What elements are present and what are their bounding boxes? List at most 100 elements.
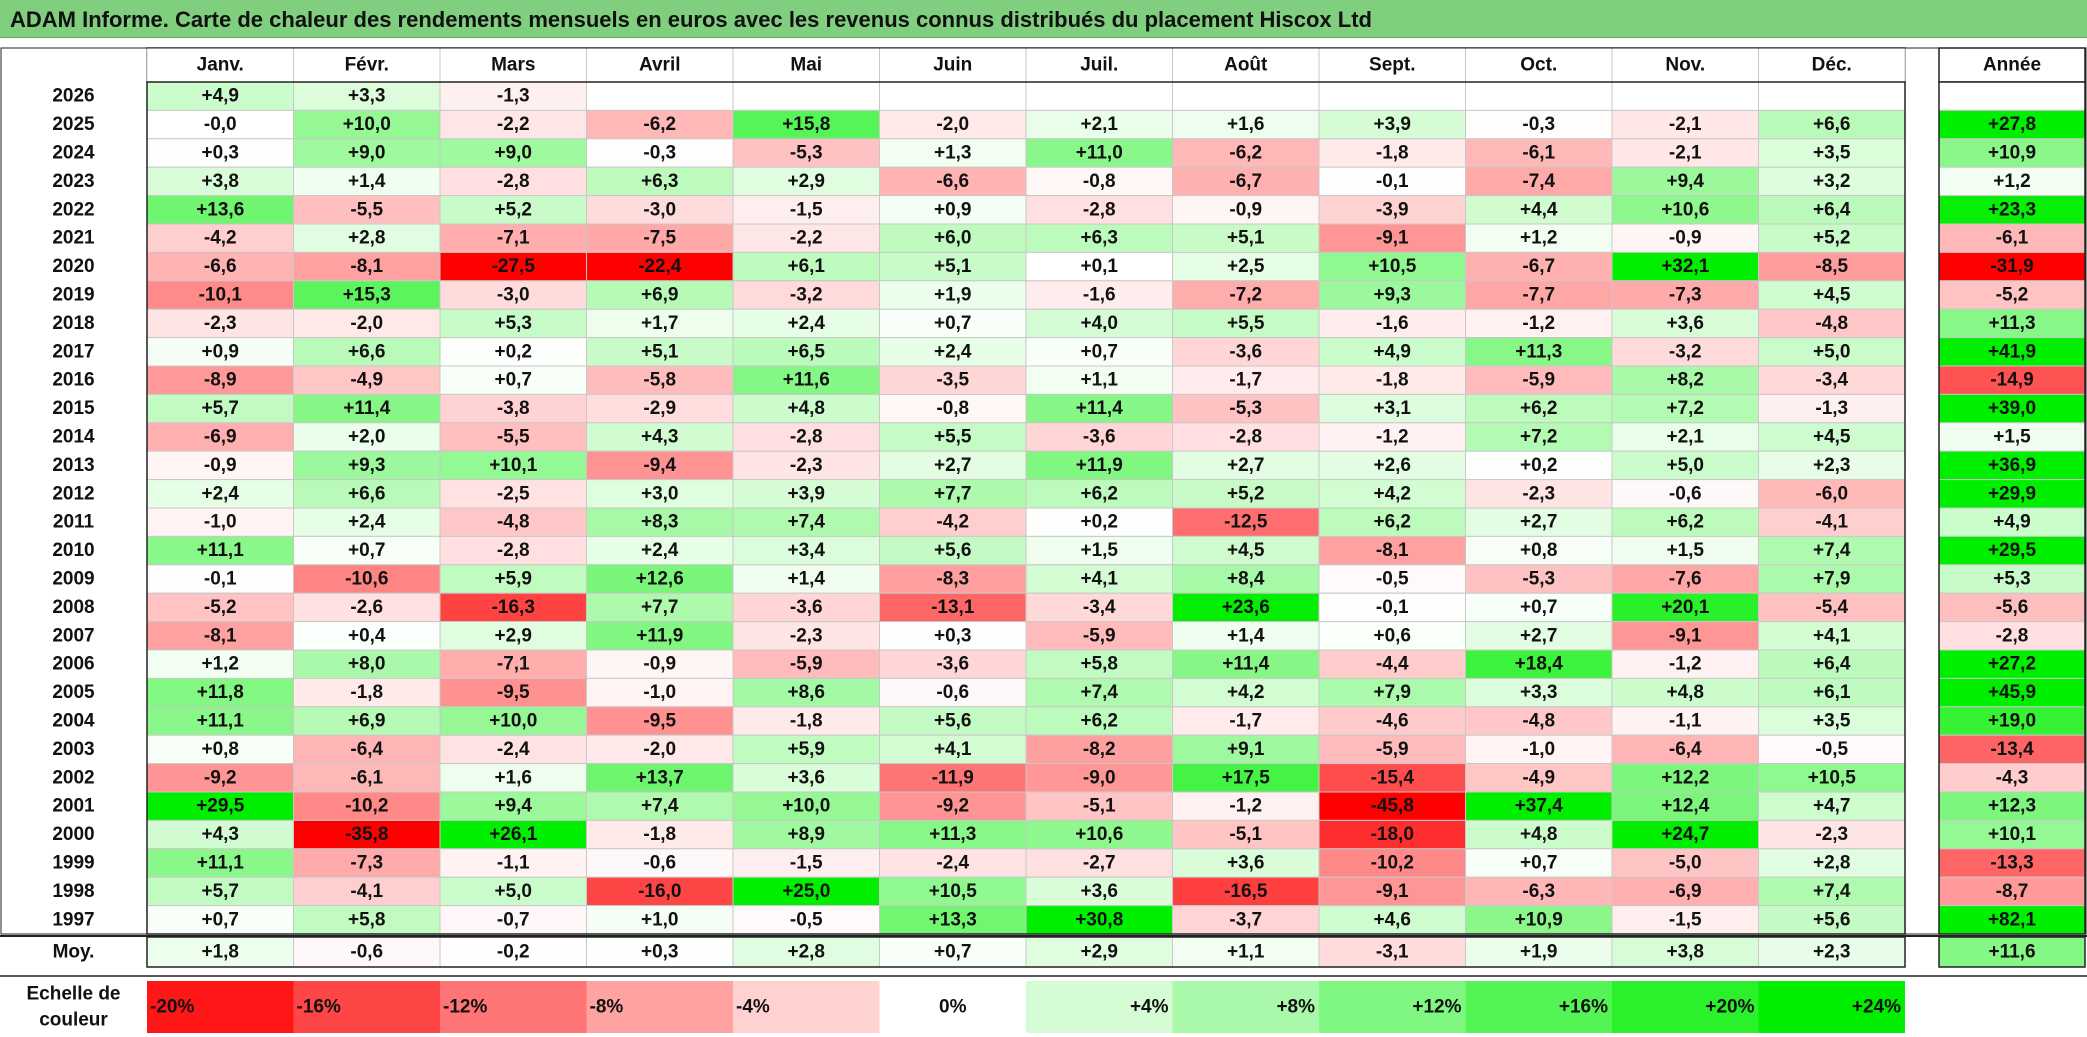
cell-value-2003-7: +9,1 [1227, 739, 1265, 760]
heatmap-cell [732, 564, 880, 594]
year-label-2013: 2013 [52, 455, 94, 476]
cell-value-2019-11: +4,5 [1813, 285, 1851, 306]
year-label-cell [1, 138, 147, 168]
cell-value-2012-9: -2,3 [1522, 483, 1555, 504]
cell-value-1997-4: -0,5 [790, 909, 823, 930]
cell-value-2007-9: +2,7 [1520, 625, 1558, 646]
cell-value-2025-6: +2,1 [1080, 114, 1118, 135]
average-cell [293, 936, 441, 968]
heatmap-cell [1025, 393, 1173, 424]
cell-value-2019-1: +15,3 [343, 285, 391, 306]
year-label-2021: 2021 [52, 228, 95, 249]
cell-value-2013-0: -0,9 [204, 455, 237, 476]
cell-value-2008-4: -3,6 [790, 597, 823, 618]
cell-value-2005-2: -9,5 [497, 682, 530, 703]
year-label-2004: 2004 [52, 711, 95, 732]
average-cell [439, 936, 587, 968]
cell-value-2007-1: +0,4 [348, 625, 386, 646]
cell-value-2001-6: -5,1 [1083, 796, 1116, 817]
cell-value-2006-1: +8,0 [348, 654, 386, 675]
annual-value-2005: +45,9 [1988, 682, 2036, 703]
cell-value-1999-2: -1,1 [497, 853, 530, 874]
heatmap-cell [879, 734, 1027, 765]
heatmap-cell [586, 876, 734, 907]
heatmap-cell [1318, 507, 1466, 537]
heatmap-cell [732, 393, 880, 424]
heatmap-cell [1611, 535, 1759, 566]
heatmap-cell [146, 791, 294, 821]
heatmap-cell [1318, 337, 1466, 367]
heatmap-cell [439, 706, 587, 736]
average-annual-value: +11,6 [1988, 942, 2035, 963]
cell-value-2015-10: +7,2 [1666, 398, 1704, 419]
year-label-cell [1, 252, 147, 281]
annual-value-2009: +5,3 [1993, 569, 2031, 590]
cell-value-2015-6: +11,4 [1076, 398, 1123, 419]
heatmap-cell [1172, 166, 1320, 197]
scale-step-7: +8% [1276, 997, 1315, 1018]
heatmap-cell [1465, 450, 1613, 481]
cell-value-2024-1: +9,0 [348, 143, 386, 164]
heatmap-cell [879, 876, 1027, 907]
annual-cell [1938, 507, 2086, 537]
cell-value-2019-3: +6,9 [641, 285, 679, 306]
heatmap-cell [1025, 535, 1173, 566]
heatmap-cell [879, 81, 1027, 111]
cell-value-2010-8: -8,1 [1376, 540, 1409, 561]
heatmap-cell [1172, 677, 1320, 708]
heatmap-cell [1318, 706, 1466, 736]
year-label-cell [1, 905, 147, 934]
cell-value-2008-5: -13,1 [931, 597, 975, 618]
heatmap-cell [732, 876, 880, 907]
cell-value-2013-7: +2,7 [1227, 455, 1265, 476]
cell-value-1999-5: -2,4 [936, 853, 969, 874]
cell-value-2017-7: -3,6 [1229, 341, 1262, 362]
year-label-cell [1, 508, 147, 537]
cell-value-2025-9: -0,3 [1522, 114, 1555, 135]
cell-value-2004-9: -4,8 [1522, 711, 1555, 732]
heatmap-cell [1318, 195, 1466, 225]
cell-value-2011-1: +2,4 [348, 512, 386, 533]
cell-value-1997-5: +13,3 [929, 909, 977, 930]
cell-value-2002-3: +13,7 [636, 767, 684, 788]
cell-value-2023-7: -6,7 [1229, 171, 1262, 192]
scale-step-1: -16% [297, 997, 341, 1018]
cell-value-2014-4: -2,8 [790, 427, 823, 448]
heatmap-cell [1465, 308, 1613, 339]
heatmap-cell [1758, 621, 1906, 651]
year-label-cell [1, 280, 147, 310]
cell-value-2013-9: +0,2 [1520, 455, 1558, 476]
cell-value-1998-5: +10,5 [929, 881, 978, 902]
cell-value-2010-0: +11,1 [197, 540, 244, 561]
year-label-cell [1, 792, 147, 821]
cell-value-2018-10: +3,6 [1666, 313, 1704, 334]
heatmap-cell [879, 791, 1027, 821]
heatmap-cell [1611, 393, 1759, 424]
cell-value-2004-8: -4,6 [1376, 711, 1409, 732]
heatmap-cell [1172, 422, 1320, 452]
heatmap-cell [1465, 819, 1613, 850]
cell-value-2022-6: -2,8 [1083, 199, 1116, 220]
annual-value-2018: +11,3 [1988, 313, 2035, 334]
cell-value-2024-6: +11,0 [1076, 143, 1123, 164]
year-label-2023: 2023 [52, 171, 94, 192]
cell-value-2016-8: -1,8 [1376, 370, 1409, 391]
heatmap-cell [439, 450, 587, 481]
cell-value-2016-4: +11,6 [783, 370, 830, 391]
cell-value-2010-11: +7,4 [1813, 540, 1851, 561]
cell-value-2008-11: -5,4 [1815, 597, 1848, 618]
heatmap-cell [586, 848, 734, 878]
cell-value-2014-1: +2,0 [348, 427, 386, 448]
heatmap-cell [1611, 677, 1759, 708]
cell-value-2011-8: +6,2 [1373, 512, 1411, 533]
year-label-cell [1, 224, 147, 253]
heatmap-cell [1611, 621, 1759, 651]
annual-value-2013: +36,9 [1988, 455, 2036, 476]
year-label-cell [1, 706, 147, 736]
month-header-cell [586, 47, 734, 83]
annual-value-2017: +41,9 [1988, 341, 2036, 362]
cell-value-2026-0: +4,9 [201, 86, 239, 107]
heatmap-cell [1465, 223, 1613, 253]
year-label-cell [1, 195, 147, 224]
cell-value-2023-8: -0,1 [1376, 171, 1409, 192]
